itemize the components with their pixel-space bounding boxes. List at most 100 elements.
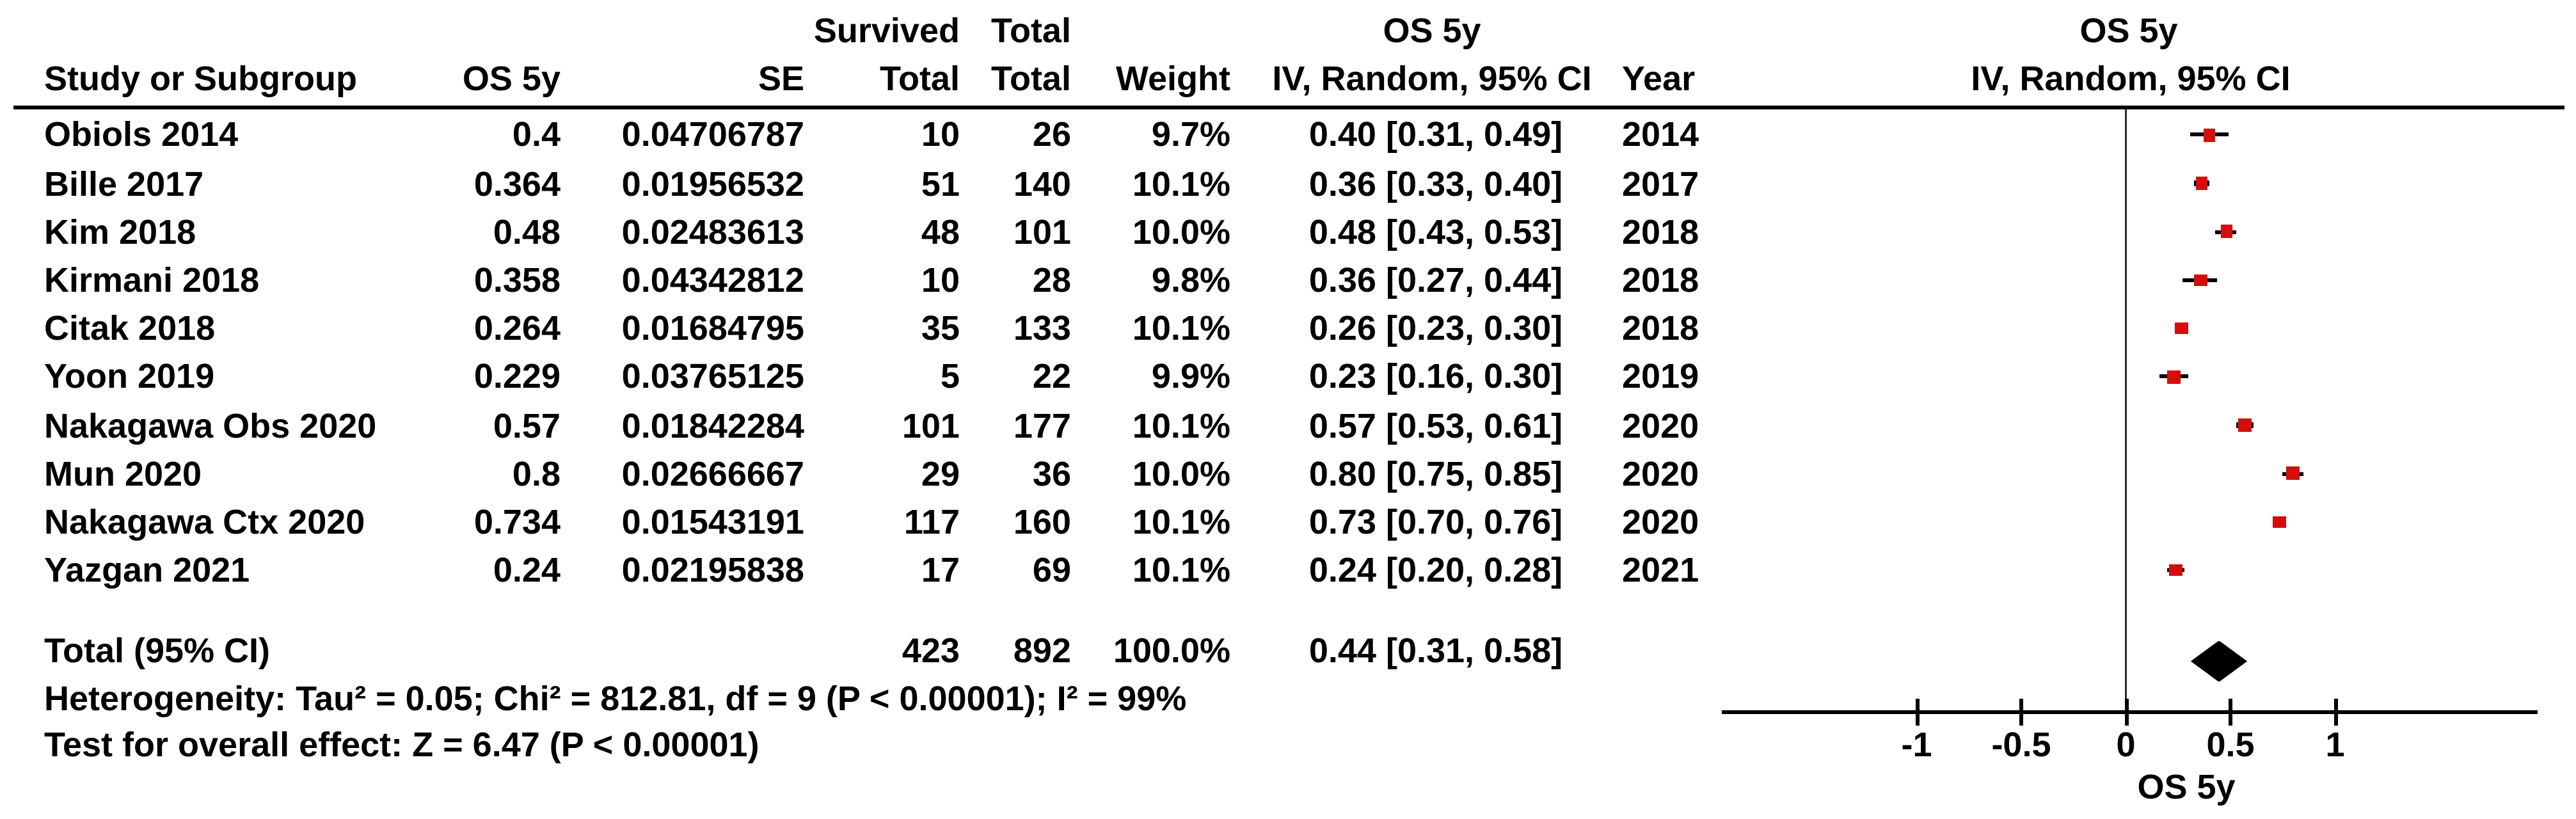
study-weight: 10.0% <box>1132 212 1230 251</box>
plot-header-ci: IV, Random, 95% CI <box>1971 60 2291 98</box>
effect-marker <box>2220 225 2233 238</box>
study-weight: 9.7% <box>1151 115 1230 154</box>
study-name: Yazgan 2021 <box>44 551 250 590</box>
plot-header-os5y: OS 5y <box>2079 12 2178 50</box>
study-weight: 10.1% <box>1132 309 1230 348</box>
study-se: 0.02666667 <box>621 454 804 493</box>
axis-tick-label: -0.5 <box>1991 726 2051 764</box>
col-header-se: SE <box>758 60 804 98</box>
study-os5y: 0.358 <box>473 260 561 299</box>
header-separator-line <box>13 104 2564 109</box>
study-name: Nakagawa Ctx 2020 <box>44 502 365 541</box>
total-weight-value: 100.0% <box>1113 632 1230 670</box>
effect-marker <box>2203 129 2216 141</box>
study-survived: 51 <box>921 164 960 203</box>
study-year: 2018 <box>1622 260 1699 299</box>
axis-tick-label: 1 <box>2325 726 2345 764</box>
axis-tick <box>2019 698 2023 726</box>
study-os5y: 0.364 <box>473 164 561 203</box>
study-name: Nakagawa Obs 2020 <box>44 406 377 445</box>
study-weight: 10.0% <box>1132 454 1230 493</box>
study-se: 0.03765125 <box>621 357 804 396</box>
study-ci: 0.24 [0.20, 0.28] <box>1308 551 1563 590</box>
effect-marker <box>2170 564 2182 577</box>
col-header-ci: IV, Random, 95% CI <box>1272 60 1592 98</box>
overall-effect-text: Test for overall effect: Z = 6.47 (P < 0… <box>44 726 759 764</box>
study-survived: 17 <box>921 551 960 590</box>
total-survived-value: 423 <box>902 632 960 670</box>
study-total: 36 <box>1032 454 1071 493</box>
col-header-os5y: OS 5y <box>462 60 561 98</box>
col-header-survived: Survived <box>813 12 960 50</box>
study-os5y: 0.734 <box>473 502 561 541</box>
study-se: 0.04342812 <box>621 260 804 299</box>
study-name: Bille 2017 <box>44 164 204 203</box>
effect-marker <box>2194 273 2207 287</box>
study-weight: 10.1% <box>1132 502 1230 541</box>
heterogeneity-text: Heterogeneity: Tau² = 0.05; Chi² = 812.8… <box>44 680 1187 718</box>
study-survived: 35 <box>921 309 960 348</box>
col-header-study: Study or Subgroup <box>44 60 357 98</box>
study-survived: 10 <box>921 260 960 299</box>
axis-tick <box>2229 698 2232 726</box>
study-ci: 0.73 [0.70, 0.76] <box>1308 502 1563 541</box>
study-total: 26 <box>1032 115 1071 154</box>
study-total: 69 <box>1032 551 1071 590</box>
study-os5y: 0.229 <box>473 357 561 396</box>
total-patients-value: 892 <box>1013 632 1071 670</box>
study-ci: 0.40 [0.31, 0.49] <box>1308 115 1563 154</box>
col-header-os5y-over-ci: OS 5y <box>1383 12 1481 50</box>
study-survived: 48 <box>921 212 960 251</box>
axis-tick <box>2124 698 2128 726</box>
study-year: 2018 <box>1622 309 1699 348</box>
x-axis-label: OS 5y <box>2137 768 2236 806</box>
study-ci: 0.36 [0.27, 0.44] <box>1308 260 1563 299</box>
zero-reference-line <box>2124 109 2128 712</box>
study-total: 101 <box>1013 212 1071 251</box>
study-name: Citak 2018 <box>44 309 216 348</box>
study-name: Mun 2020 <box>44 454 202 493</box>
study-os5y: 0.8 <box>512 454 561 493</box>
effect-marker <box>2287 467 2300 480</box>
study-name: Yoon 2019 <box>44 357 215 396</box>
effect-marker <box>2239 418 2252 432</box>
col-header-year: Year <box>1622 60 1696 98</box>
study-se: 0.02195838 <box>621 551 804 590</box>
study-weight: 10.1% <box>1132 406 1230 445</box>
study-year: 2021 <box>1622 551 1699 590</box>
col-header-total: Total <box>990 60 1071 98</box>
study-os5y: 0.264 <box>473 309 561 348</box>
study-os5y: 0.24 <box>493 551 561 590</box>
study-weight: 9.8% <box>1151 260 1230 299</box>
study-year: 2017 <box>1622 164 1699 203</box>
study-ci: 0.48 [0.43, 0.53] <box>1308 212 1563 251</box>
study-se: 0.01842284 <box>621 406 804 445</box>
study-survived: 29 <box>921 454 960 493</box>
study-weight: 10.1% <box>1132 164 1230 203</box>
axis-tick-label: -1 <box>1901 726 1932 764</box>
total-diamond <box>2190 640 2248 682</box>
study-se: 0.01684795 <box>621 309 804 348</box>
effect-marker <box>2195 177 2209 190</box>
study-name: Kim 2018 <box>44 212 196 251</box>
axis-tick-label: 0 <box>2116 726 2136 764</box>
axis-tick <box>2333 698 2337 726</box>
study-survived: 5 <box>940 357 960 396</box>
study-ci: 0.23 [0.16, 0.30] <box>1308 357 1563 396</box>
study-ci: 0.26 [0.23, 0.30] <box>1308 309 1563 348</box>
study-year: 2020 <box>1622 502 1699 541</box>
study-survived: 10 <box>921 115 960 154</box>
study-os5y: 0.4 <box>512 115 561 154</box>
study-total: 140 <box>1013 164 1071 203</box>
study-name: Kirmani 2018 <box>44 260 260 299</box>
study-se: 0.01956532 <box>621 164 804 203</box>
study-os5y: 0.57 <box>493 406 561 445</box>
effect-marker <box>2175 322 2188 335</box>
study-year: 2014 <box>1622 115 1699 154</box>
study-year: 2019 <box>1622 357 1699 396</box>
axis-tick <box>1914 698 1919 726</box>
col-header-weight: Weight <box>1115 60 1230 98</box>
study-year: 2020 <box>1622 406 1699 445</box>
study-total: 160 <box>1013 502 1071 541</box>
